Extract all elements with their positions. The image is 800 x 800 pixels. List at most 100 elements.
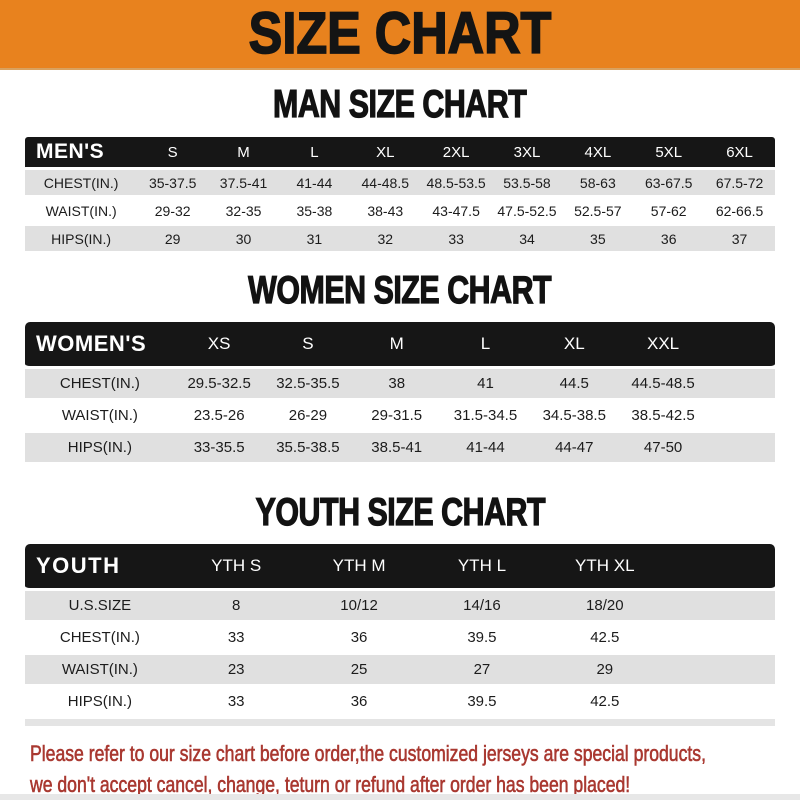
youth-section-heading: YOUTH SIZE CHART <box>0 489 800 534</box>
spacer-cell <box>707 401 775 433</box>
size-value: 41 <box>441 369 530 401</box>
size-value: 32 <box>349 226 421 254</box>
row-label: WAIST(IN.) <box>25 401 175 433</box>
size-column-header: XL <box>349 137 421 170</box>
size-value: 33 <box>420 226 492 254</box>
spacer-cell <box>666 544 775 591</box>
bottom-divider <box>0 794 800 800</box>
size-value: 52.5-57 <box>562 198 634 226</box>
size-column-header: L <box>441 322 530 369</box>
man-section-heading: MAN SIZE CHART <box>0 81 800 126</box>
size-column-header: YTH L <box>420 544 544 591</box>
man-section-heading-text: MAN SIZE CHART <box>273 81 528 126</box>
size-value: 34.5-38.5 <box>529 401 619 433</box>
size-column-header: XS <box>174 322 264 369</box>
size-value: 18/20 <box>543 591 667 623</box>
spacer-cell <box>707 369 775 401</box>
size-value: 63-67.5 <box>633 170 705 198</box>
size-value: 31 <box>278 226 350 254</box>
size-column-header: 2XL <box>420 137 492 170</box>
measurement-row: WAIST(IN.) 23.5-26 26-29 29-31.5 31.5-34.5 34… <box>25 401 775 433</box>
page-title: SIZE CHART <box>248 1 552 68</box>
size-value: 8 <box>174 591 298 623</box>
womens-size-table: WOMEN'S XS S M L XL XXL CHEST(IN.) 29.5-32.5 32.5… <box>25 322 775 465</box>
measurement-row: WAIST(IN.) 29-32 32-35 35-38 38-43 43-47.5 47.… <box>25 198 775 226</box>
size-value: 44.5 <box>529 369 619 401</box>
size-column-header: M <box>208 137 279 170</box>
size-value: 58-63 <box>562 170 634 198</box>
size-value: 44.5-48.5 <box>618 369 708 401</box>
size-value: 32.5-35.5 <box>263 369 353 401</box>
row-label: HIPS(IN.) <box>25 226 138 254</box>
row-label: CHEST(IN.) <box>25 170 138 198</box>
size-value: 38 <box>352 369 442 401</box>
size-column-header: XL <box>529 322 619 369</box>
size-value: 35.5-38.5 <box>263 433 353 465</box>
size-column-header: 6XL <box>704 137 775 170</box>
size-column-header: M <box>352 322 442 369</box>
size-value: 30 <box>208 226 279 254</box>
spacer-cell <box>666 687 775 719</box>
size-column-header: YTH S <box>174 544 298 591</box>
order-notice-line-2: we don't accept cancel, change, teturn o… <box>30 772 631 798</box>
size-value: 37.5-41 <box>208 170 279 198</box>
size-value: 36 <box>297 623 421 655</box>
mens-size-table: MEN'S S M L XL 2XL 3XL 4XL 5XL 6XL CHEST(IN.) 35-37… <box>25 137 775 254</box>
size-column-header: 4XL <box>562 137 634 170</box>
measurement-row: U.S.SIZE 8 10/12 14/16 18/20 <box>25 591 775 623</box>
size-value: 67.5-72 <box>704 170 775 198</box>
size-value: 36 <box>297 687 421 719</box>
size-value: 33 <box>174 687 298 719</box>
size-column-header: S <box>137 137 209 170</box>
size-value: 32-35 <box>208 198 279 226</box>
women-section-heading-text: WOMEN SIZE CHART <box>248 267 552 312</box>
table-header-label: WOMEN'S <box>25 322 175 369</box>
size-value: 10/12 <box>297 591 421 623</box>
size-value: 29-32 <box>137 198 209 226</box>
size-value: 23 <box>174 655 298 687</box>
row-label: HIPS(IN.) <box>25 687 175 719</box>
size-value: 31.5-34.5 <box>441 401 530 433</box>
row-label: WAIST(IN.) <box>25 655 175 687</box>
size-value: 27 <box>420 655 544 687</box>
size-value: 62-66.5 <box>704 198 775 226</box>
size-value: 33 <box>174 623 298 655</box>
size-value: 47.5-52.5 <box>491 198 563 226</box>
row-label: WAIST(IN.) <box>25 198 138 226</box>
row-label: U.S.SIZE <box>25 591 175 623</box>
size-value: 42.5 <box>543 623 667 655</box>
size-value: 29.5-32.5 <box>174 369 264 401</box>
size-column-header: 5XL <box>633 137 705 170</box>
size-column-header: YTH M <box>297 544 421 591</box>
size-column-header: XXL <box>618 322 708 369</box>
table-header-label: MEN'S <box>25 137 138 170</box>
size-value: 43-47.5 <box>420 198 492 226</box>
size-value: 38.5-41 <box>352 433 442 465</box>
row-label: CHEST(IN.) <box>25 369 175 401</box>
size-value: 41-44 <box>441 433 530 465</box>
size-value: 14/16 <box>420 591 544 623</box>
order-notice-line-1: Please refer to our size chart before or… <box>30 741 706 767</box>
size-value: 57-62 <box>633 198 705 226</box>
size-value: 39.5 <box>420 687 544 719</box>
size-value: 29 <box>543 655 667 687</box>
size-value: 35 <box>562 226 634 254</box>
order-notice: Please refer to our size chart before or… <box>30 738 800 800</box>
size-value: 47-50 <box>618 433 708 465</box>
size-value: 35-38 <box>278 198 350 226</box>
size-value: 29 <box>137 226 209 254</box>
size-value: 33-35.5 <box>174 433 264 465</box>
measurement-row: CHEST(IN.) 33 36 39.5 42.5 <box>25 623 775 655</box>
measurement-row: HIPS(IN.) 33 36 39.5 42.5 <box>25 687 775 719</box>
size-column-header: S <box>263 322 353 369</box>
size-value: 26-29 <box>263 401 353 433</box>
size-value: 39.5 <box>420 623 544 655</box>
spacer-cell <box>666 655 775 687</box>
measurement-row: HIPS(IN.) 33-35.5 35.5-38.5 38.5-41 41-44 44-… <box>25 433 775 465</box>
size-value: 25 <box>297 655 421 687</box>
size-value: 38.5-42.5 <box>618 401 708 433</box>
measurement-row: CHEST(IN.) 35-37.5 37.5-41 41-44 44-48.5 48.5… <box>25 170 775 198</box>
size-value: 37 <box>704 226 775 254</box>
size-value: 44-47 <box>529 433 619 465</box>
